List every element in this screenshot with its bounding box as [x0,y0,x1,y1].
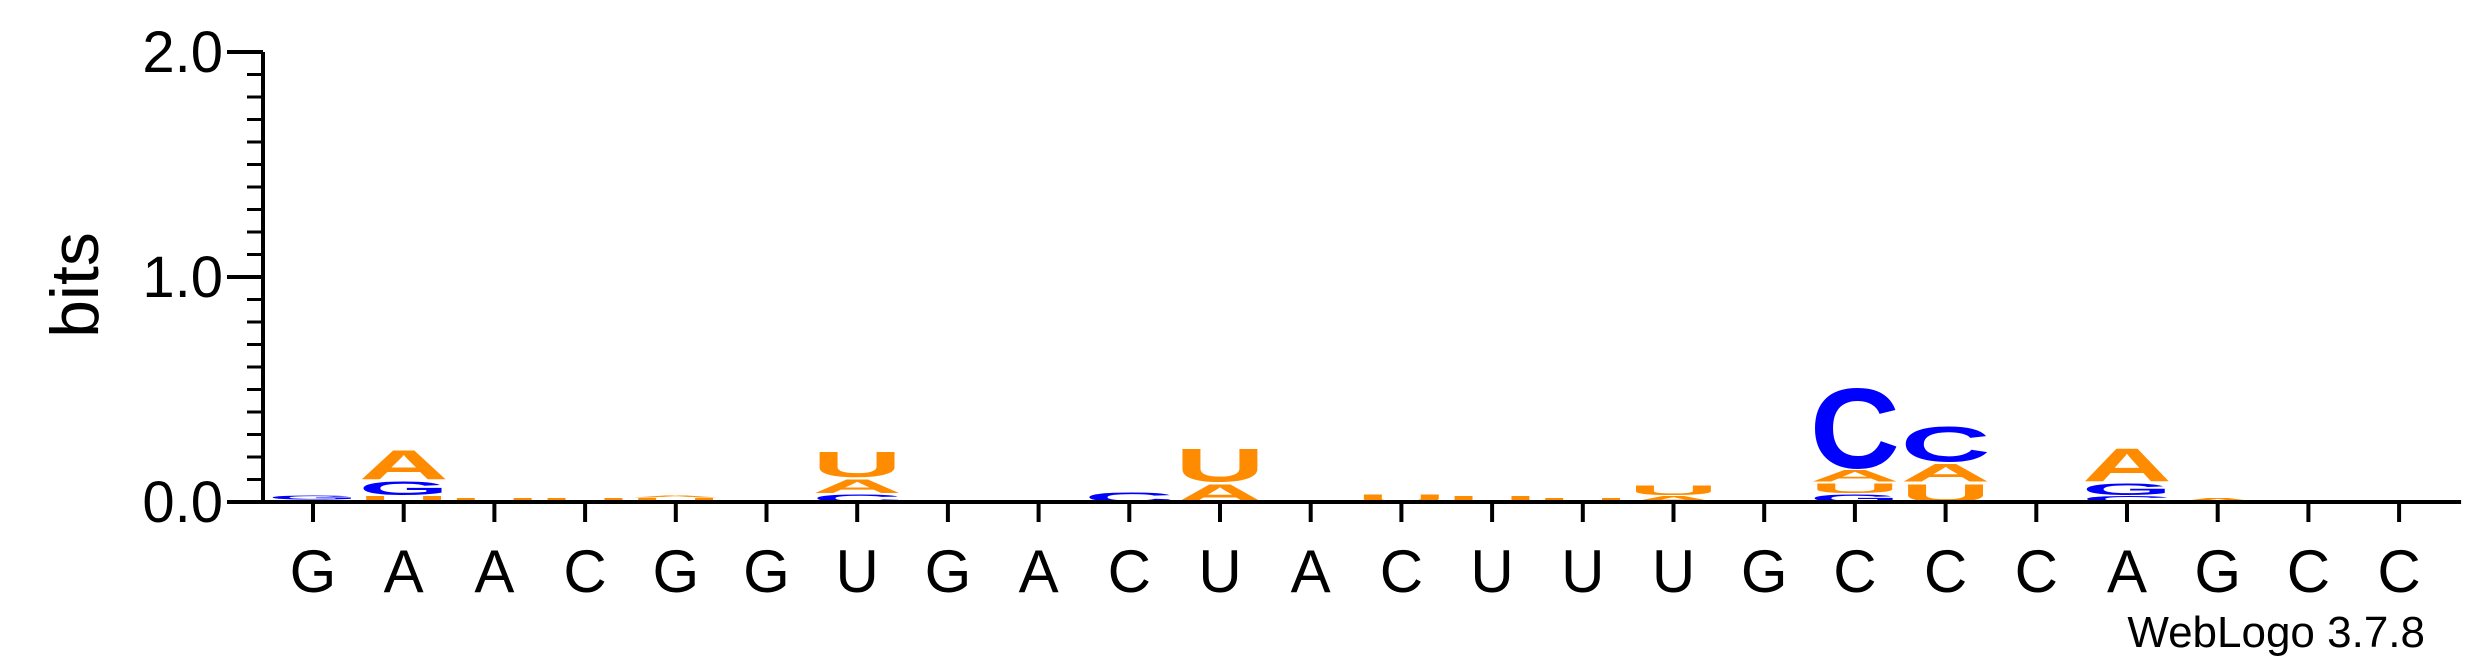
x-tick-label: A [1291,538,1331,605]
x-tick-label: G [743,538,790,605]
x-tick-label: U [1470,538,1513,605]
x-tick-label: G [2194,538,2241,605]
logo-letter-u: U [1175,439,1265,492]
y-tick-label: 2.0 [142,20,223,85]
logo-letter-u: U [1629,483,1719,499]
y-axis: 0.0 1.0 2.0 [142,20,265,535]
logo-letter-a: A [1629,494,1719,503]
x-tick-label: A [474,538,514,605]
x-tick-label: U [836,538,879,605]
logo-letter-u: U [812,445,902,485]
logo-letter-a: A [631,495,721,498]
x-tick-label: G [1741,538,1788,605]
x-tick-label: U [1561,538,1604,605]
logo-letter-a: A [1901,459,1991,487]
logo-letter-c: C [1901,417,1991,473]
logo-letter-g: G [359,478,449,500]
y-tick-label: 0.0 [142,470,223,535]
logo-letter-a: A [812,475,902,497]
x-tick-label: U [1198,538,1241,605]
weblogo-credit: WebLogo 3.7.8 [2127,608,2425,657]
x-tick-label: C [2015,538,2058,605]
x-tick-label: A [2107,538,2147,605]
logo-letter-c: C [1810,366,1900,493]
logo-letter-u: U [359,494,449,503]
x-tick-label: C [1108,538,1151,605]
x-tick-label: C [563,538,606,605]
x-tick-label: A [1019,538,1059,605]
logo-letter-a: A [1810,467,1900,486]
x-tick-label: C [2287,538,2330,605]
logo-letter-c: C [2082,494,2172,503]
x-tick-label: G [925,538,972,605]
x-tick-label: C [2377,538,2420,605]
logo-stacks: AGUGAUUUACAUACAUUUUAUGUACUACCGAA [268,366,2263,508]
x-tick-label: G [652,538,699,605]
logo-letter-g: G [2082,480,2172,499]
x-tick-label: C [1833,538,1876,605]
logo-letter-g: G [268,495,358,501]
x-tick-label: C [1924,538,1967,605]
logo-letter-a: A [2082,439,2172,492]
logo-letter-a: A [359,442,449,489]
logo-letter-u: U [1447,494,1537,503]
x-tick-label: C [1380,538,1423,605]
x-tick-label: A [384,538,424,605]
y-tick-label: 1.0 [142,245,223,310]
x-tick-label: G [290,538,337,605]
x-tick-label: U [1652,538,1695,605]
y-axis-label: bits [37,232,113,338]
logo-letter-u: U [1810,480,1900,496]
